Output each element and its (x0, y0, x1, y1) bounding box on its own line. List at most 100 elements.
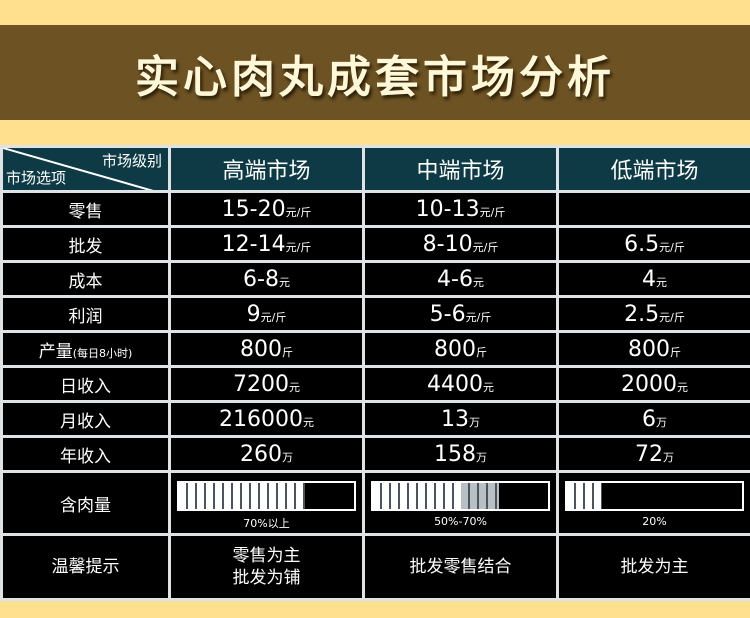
row-label: 含肉量 (0, 470, 171, 536)
unit: 元 (289, 380, 300, 394)
value: 13 (441, 406, 469, 432)
gap-strip (0, 120, 750, 145)
value-cell: 158万 (362, 435, 559, 473)
value-cell: 10-13元/斤 (362, 190, 559, 228)
value-cell: 15-20元/斤 (168, 190, 365, 228)
row-label: 年收入 (0, 435, 171, 473)
corner-top-label: 市场级别 (101, 152, 162, 170)
value-cell: 9元/斤 (168, 295, 365, 333)
unit: 元/斤 (285, 240, 312, 254)
meat-bar-gray (460, 483, 499, 509)
tip-cell: 批发为主 (556, 533, 750, 601)
value-cell: 2000元 (556, 365, 750, 403)
row-label: 利润 (0, 295, 171, 333)
unit: 元/斤 (465, 310, 492, 324)
unit: 元/斤 (285, 205, 312, 219)
value: 4 (642, 266, 656, 292)
row-label-text: 批发 (68, 236, 103, 257)
unit: 元 (302, 415, 314, 429)
value-cell: 72万 (556, 435, 750, 473)
row-label-text: 成本 (68, 271, 103, 292)
unit: 元/斤 (472, 240, 499, 254)
unit: 万 (663, 450, 674, 464)
value: 800 (628, 336, 670, 362)
row-label-note: (每日8小时) (72, 346, 133, 360)
tip-line: 批发零售结合 (409, 557, 512, 577)
table-row: 月收入 216000元 13万 6万 (0, 400, 750, 438)
value: 2000 (621, 371, 677, 397)
column-header: 高端市场 (168, 145, 365, 193)
meat-text: 70%以上 (243, 517, 290, 530)
unit: 元 (278, 275, 290, 289)
meat-text: 50%-70% (434, 515, 487, 528)
meat-bar-fill (567, 483, 602, 509)
value: 6.5 (624, 231, 660, 257)
value: 15-20 (221, 196, 286, 222)
unit: 元/斤 (260, 310, 287, 324)
header-row: 市场级别 市场选项 高端市场 中端市场 低端市场 (0, 145, 750, 193)
value: 216000 (219, 406, 303, 432)
value-cell (556, 190, 750, 228)
value-cell: 6.5元/斤 (556, 225, 750, 263)
market-table: 市场级别 市场选项 高端市场 中端市场 低端市场 零售 15-20元/斤 10-13… (0, 145, 750, 601)
value-cell: 260万 (168, 435, 365, 473)
row-label: 日收入 (0, 365, 171, 403)
value-cell: 216000元 (168, 400, 365, 438)
unit: 元/斤 (659, 310, 685, 324)
corner-cell: 市场级别 市场选项 (0, 145, 171, 193)
meat-content-row: 含肉量 70%以上 50%-70% 20% (0, 470, 750, 536)
unit: 元/斤 (659, 240, 685, 254)
table-row: 利润 9元/斤 5-6元/斤 2.5元/斤 (0, 295, 750, 333)
unit: 元/斤 (479, 205, 506, 219)
value: 260 (240, 441, 282, 467)
value-cell: 4400元 (362, 365, 559, 403)
corner-bottom-label: 市场选项 (6, 169, 67, 187)
meat-bar (177, 481, 356, 511)
row-label: 温馨提示 (0, 533, 171, 601)
unit: 斤 (670, 345, 681, 359)
unit: 元 (656, 275, 667, 289)
row-label: 月收入 (0, 400, 171, 438)
meat-cell: 50%-70% (362, 470, 559, 536)
value-cell: 4-6元 (362, 260, 559, 298)
meat-bar (371, 481, 550, 511)
value: 72 (635, 441, 663, 467)
value: 4-6 (437, 266, 473, 292)
meat-cell: 20% (556, 470, 750, 536)
value: 10-13 (415, 196, 480, 222)
unit: 万 (469, 415, 480, 429)
unit: 万 (656, 415, 667, 429)
meat-text: 20% (642, 515, 667, 528)
row-label: 批发 (0, 225, 171, 263)
value-cell: 800斤 (362, 330, 559, 368)
row-label-text: 利润 (68, 306, 103, 327)
tip-line: 零售为主 (232, 546, 301, 566)
value: 8-10 (422, 231, 473, 257)
value: 4400 (427, 371, 483, 397)
value: 800 (240, 336, 282, 362)
meat-bar-fill (179, 483, 305, 509)
table-row: 零售 15-20元/斤 10-13元/斤 (0, 190, 750, 228)
value-cell: 12-14元/斤 (168, 225, 365, 263)
value-cell: 8-10元/斤 (362, 225, 559, 263)
column-header: 低端市场 (556, 145, 750, 193)
row-label-text: 月收入 (60, 411, 111, 432)
unit: 万 (282, 450, 293, 464)
tip-cell: 批发零售结合 (362, 533, 559, 601)
tip-cell: 零售为主 批发为铺 (168, 533, 365, 601)
row-label-text: 产量 (38, 341, 73, 362)
value-cell: 2.5元/斤 (556, 295, 750, 333)
row-label: 零售 (0, 190, 171, 228)
meat-cell: 70%以上 (168, 470, 365, 536)
table-row: 日收入 7200元 4400元 2000元 (0, 365, 750, 403)
table-row: 年收入 260万 158万 72万 (0, 435, 750, 473)
tip-line: 批发为主 (620, 557, 689, 577)
row-label: 产量(每日8小时) (0, 330, 171, 368)
value: 2.5 (624, 301, 660, 327)
unit: 元 (483, 380, 494, 394)
page-title: 实心肉丸成套市场分析 (135, 51, 615, 103)
title-banner: 实心肉丸成套市场分析 (0, 25, 750, 120)
value: 800 (434, 336, 476, 362)
tips-row: 温馨提示 零售为主 批发为铺 批发零售结合 批发为主 (0, 533, 750, 601)
value: 9 (246, 301, 261, 327)
